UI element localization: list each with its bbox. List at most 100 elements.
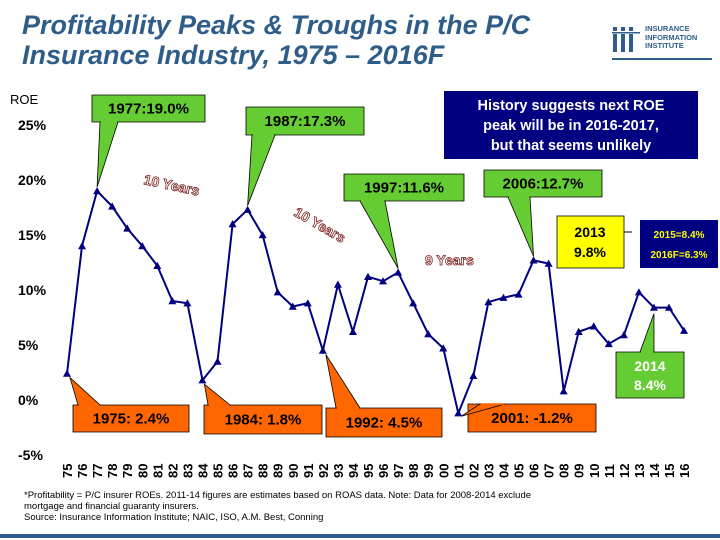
- callout-2014-line-2: 8.4%: [634, 377, 666, 393]
- x-tick-label: 02: [466, 464, 481, 478]
- x-tick-label: 95: [361, 464, 376, 478]
- box-2013-line-1: 2013: [574, 224, 605, 240]
- data-point-10: [589, 322, 598, 330]
- cycle-label-2: 10 Years: [292, 204, 349, 246]
- x-tick-label: 98: [406, 464, 421, 478]
- trough-callout-2001-label: 2001: -1.2%: [491, 410, 573, 427]
- iii-logo-icon: [612, 27, 640, 52]
- x-tick-label: 91: [301, 464, 316, 478]
- data-point-97: [394, 268, 403, 276]
- trough-callout-1984-box: [203, 404, 323, 435]
- trough-callout-1975: [69, 376, 190, 433]
- trough-callout-1992-pointer: [325, 354, 361, 409]
- x-tick-label: 94: [346, 463, 361, 478]
- headline-line-1: History suggests next ROE: [478, 98, 665, 114]
- x-tick-label: 04: [496, 463, 511, 478]
- y-tick-label: 15%: [18, 227, 47, 243]
- x-tick-label: 08: [557, 464, 572, 478]
- trough-callout-2001: [461, 403, 597, 433]
- peak-callout-1977: [91, 94, 206, 188]
- trough-callout-1975-box: [72, 404, 190, 433]
- peak-callout-2006: [483, 169, 603, 257]
- x-tick-label: 99: [421, 464, 436, 478]
- x-tick-label: 75: [60, 464, 75, 478]
- y-tick-label: 20%: [18, 172, 47, 188]
- footnote-line-2: mortgage and financial guaranty insurers…: [24, 501, 199, 512]
- x-tick-label: 07: [542, 464, 557, 478]
- x-tick-label: 92: [316, 464, 331, 478]
- y-axis-label: ROE: [10, 92, 39, 107]
- x-tick-label: 88: [256, 464, 271, 478]
- data-point-15: [665, 303, 673, 311]
- x-tick-label: 85: [211, 464, 226, 478]
- data-point-94: [348, 327, 357, 335]
- x-tick-label: 03: [481, 464, 496, 478]
- x-tick-label: 13: [632, 464, 647, 478]
- data-point-81: [153, 261, 162, 269]
- x-tick-label: 90: [286, 464, 301, 478]
- x-tick-label: 77: [90, 464, 105, 478]
- x-tick-label: 96: [376, 464, 391, 478]
- x-tick-label: 97: [391, 464, 406, 478]
- data-point-89: [273, 288, 282, 296]
- peak-callout-1977-label: 1977:19.0%: [108, 101, 189, 118]
- data-point-82: [168, 297, 177, 305]
- data-point-02: [469, 371, 478, 379]
- data-point-93: [333, 280, 342, 288]
- callout-2014-pointer: [639, 313, 655, 353]
- x-tick-label: 01: [451, 464, 466, 478]
- peak-callout-1997-label: 1997:11.6%: [364, 180, 444, 197]
- peak-callout-1987: [245, 106, 365, 206]
- footnote-line-3: Source: Insurance Information Institute;…: [24, 512, 324, 523]
- y-tick-label: -5%: [18, 447, 43, 463]
- trough-callout-1984-pointer: [203, 383, 232, 406]
- data-point-04: [499, 293, 508, 301]
- box-2015-line-1: 2015=8.4%: [654, 230, 705, 241]
- data-point-92: [318, 346, 327, 354]
- callout-2014: [615, 313, 685, 399]
- data-point-13: [634, 288, 643, 296]
- logo-line-3: INSTITUTE: [645, 41, 684, 50]
- peak-callout-1977-box: [91, 94, 206, 123]
- data-point-76: [78, 242, 87, 250]
- data-point-01: [454, 409, 463, 417]
- cycle-label-1: 10 Years: [142, 171, 201, 198]
- headline-line-2: peak will be in 2016-2017,: [483, 118, 659, 134]
- data-point-84: [198, 376, 207, 384]
- box-2015: [640, 220, 718, 268]
- title-line-1: Profitability Peaks & Troughs in the P/C: [22, 10, 531, 40]
- data-point-91: [303, 299, 312, 307]
- x-tick-label: 84: [195, 463, 210, 478]
- logo-line-1: INSURANCE: [645, 24, 690, 33]
- peak-callout-1997-box: [343, 173, 465, 202]
- x-tick-label: 16: [677, 464, 692, 478]
- x-tick-label: 87: [241, 464, 256, 478]
- x-tick-label: 80: [135, 464, 150, 478]
- y-tick-label: 10%: [18, 282, 47, 298]
- data-point-96: [379, 277, 388, 285]
- callout-2014-box: [615, 351, 685, 399]
- data-point-88: [258, 231, 267, 239]
- peak-callout-1987-pointer: [247, 134, 276, 206]
- trough-callout-1992-label: 1992: 4.5%: [346, 415, 423, 432]
- data-point-86: [228, 220, 237, 228]
- y-tick-label: 0%: [18, 392, 39, 408]
- trough-callout-1992-box: [325, 407, 443, 438]
- bottom-rule: [0, 534, 720, 538]
- data-point-90: [288, 302, 297, 310]
- x-tick-label: 89: [271, 464, 286, 478]
- title-line-2: Insurance Industry, 1975 – 2016F: [22, 40, 445, 70]
- data-point-06: [529, 256, 538, 264]
- trough-callout-1984: [203, 383, 323, 435]
- peak-callout-2006-pointer: [507, 196, 534, 257]
- data-point-09: [574, 327, 583, 335]
- x-tick-label: 86: [226, 464, 241, 478]
- iii-logo: INSURANCE INFORMATION INSTITUTE: [612, 22, 712, 60]
- peak-callout-2006-label: 2006:12.7%: [503, 176, 584, 193]
- data-point-12: [619, 331, 628, 339]
- peak-callout-1987-box: [245, 106, 365, 136]
- box-2015-line-2: 2016F=6.3%: [651, 250, 708, 261]
- box-2013-line-2: 9.8%: [574, 244, 606, 260]
- trough-callout-1992: [325, 354, 443, 438]
